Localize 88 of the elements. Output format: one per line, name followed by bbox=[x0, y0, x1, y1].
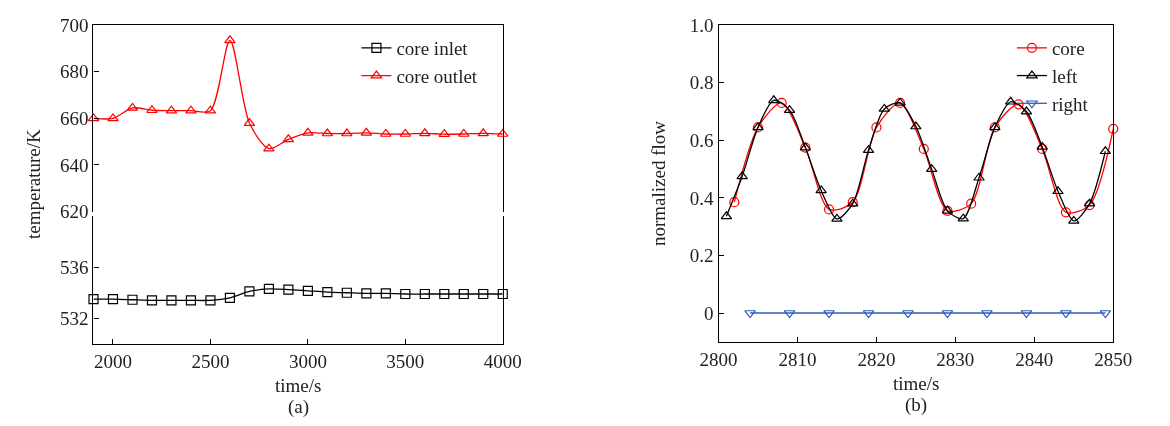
point bbox=[244, 286, 255, 297]
point bbox=[380, 128, 392, 137]
y-tick-label: 0.8 bbox=[689, 72, 714, 94]
point bbox=[263, 143, 275, 152]
point bbox=[302, 285, 313, 296]
x-tick-label: 2810 bbox=[778, 348, 817, 370]
point bbox=[458, 288, 469, 300]
point bbox=[902, 310, 914, 319]
point bbox=[1060, 207, 1071, 218]
point bbox=[1108, 123, 1119, 134]
point bbox=[966, 198, 977, 209]
x-axis-title: time/s bbox=[275, 375, 322, 396]
x-tick-label: 2850 bbox=[1094, 348, 1133, 370]
x-tick-label: 2500 bbox=[191, 350, 230, 372]
x-tick-label: 4000 bbox=[483, 350, 522, 372]
point bbox=[341, 287, 352, 298]
y-axis-title: normalized flow bbox=[648, 120, 670, 247]
point bbox=[419, 128, 431, 137]
legend-label: core outlet bbox=[396, 65, 478, 87]
y-tick-label: 536 bbox=[60, 256, 89, 278]
point bbox=[263, 283, 274, 295]
point bbox=[918, 143, 929, 155]
y-tick-label: 0.4 bbox=[689, 187, 715, 209]
point bbox=[322, 287, 333, 298]
point bbox=[823, 310, 835, 319]
legend-label: core bbox=[1051, 38, 1085, 60]
point bbox=[88, 294, 99, 305]
point bbox=[205, 295, 216, 306]
x-tick-label: 2820 bbox=[857, 348, 896, 370]
point bbox=[981, 310, 993, 319]
x-tick-label: 2000 bbox=[93, 350, 132, 372]
legend-label: core inlet bbox=[396, 38, 469, 60]
point bbox=[107, 294, 119, 305]
y-tick-label: 640 bbox=[60, 154, 89, 176]
x-axis-title: time/s bbox=[893, 373, 940, 394]
point bbox=[224, 35, 236, 44]
point bbox=[107, 113, 119, 122]
point bbox=[1013, 99, 1024, 110]
y-tick-label: 0 bbox=[704, 302, 714, 324]
x-tick-label: 2830 bbox=[936, 348, 975, 370]
point bbox=[283, 284, 294, 295]
y-tick-label: 532 bbox=[60, 307, 89, 329]
x-tick-label: 2840 bbox=[1015, 348, 1054, 370]
y-tick-label: 680 bbox=[60, 61, 89, 83]
point bbox=[400, 288, 411, 300]
point bbox=[871, 122, 882, 133]
point bbox=[478, 288, 489, 300]
point bbox=[419, 288, 430, 300]
point bbox=[1052, 186, 1064, 195]
point bbox=[815, 185, 827, 194]
point bbox=[341, 128, 353, 137]
point bbox=[1084, 199, 1095, 211]
point bbox=[146, 105, 158, 114]
point bbox=[1060, 310, 1072, 319]
point bbox=[302, 127, 314, 136]
point bbox=[744, 310, 756, 319]
y-tick-label: 700 bbox=[60, 14, 89, 36]
x-tick-label: 3000 bbox=[288, 350, 327, 372]
point bbox=[831, 213, 843, 222]
point bbox=[380, 288, 391, 299]
point bbox=[729, 197, 740, 208]
x-tick-label: 2800 bbox=[699, 348, 738, 370]
y-axis-title: temperature/K bbox=[23, 128, 45, 239]
point bbox=[146, 295, 158, 306]
y-tick-label: 0.2 bbox=[689, 245, 714, 267]
point bbox=[185, 105, 197, 114]
point bbox=[127, 294, 138, 305]
point bbox=[497, 288, 508, 300]
point bbox=[973, 172, 985, 181]
point bbox=[166, 295, 177, 306]
point bbox=[224, 292, 236, 303]
x-tick-label: 3500 bbox=[386, 350, 425, 372]
point bbox=[185, 295, 197, 306]
point bbox=[776, 97, 787, 109]
point bbox=[1037, 143, 1048, 155]
y-tick-label: 660 bbox=[60, 108, 89, 130]
legend-label: right bbox=[1051, 93, 1089, 115]
point bbox=[910, 121, 922, 130]
text: (b) bbox=[905, 394, 928, 416]
text: (a) bbox=[288, 396, 310, 418]
y-tick-label: 1.0 bbox=[689, 14, 714, 36]
point bbox=[361, 288, 372, 299]
point bbox=[439, 288, 450, 300]
y-tick-label: 0.6 bbox=[689, 129, 714, 151]
point bbox=[823, 204, 835, 215]
y-tick-label: 620 bbox=[60, 201, 89, 223]
legend-label: left bbox=[1051, 65, 1078, 87]
point bbox=[736, 171, 748, 180]
